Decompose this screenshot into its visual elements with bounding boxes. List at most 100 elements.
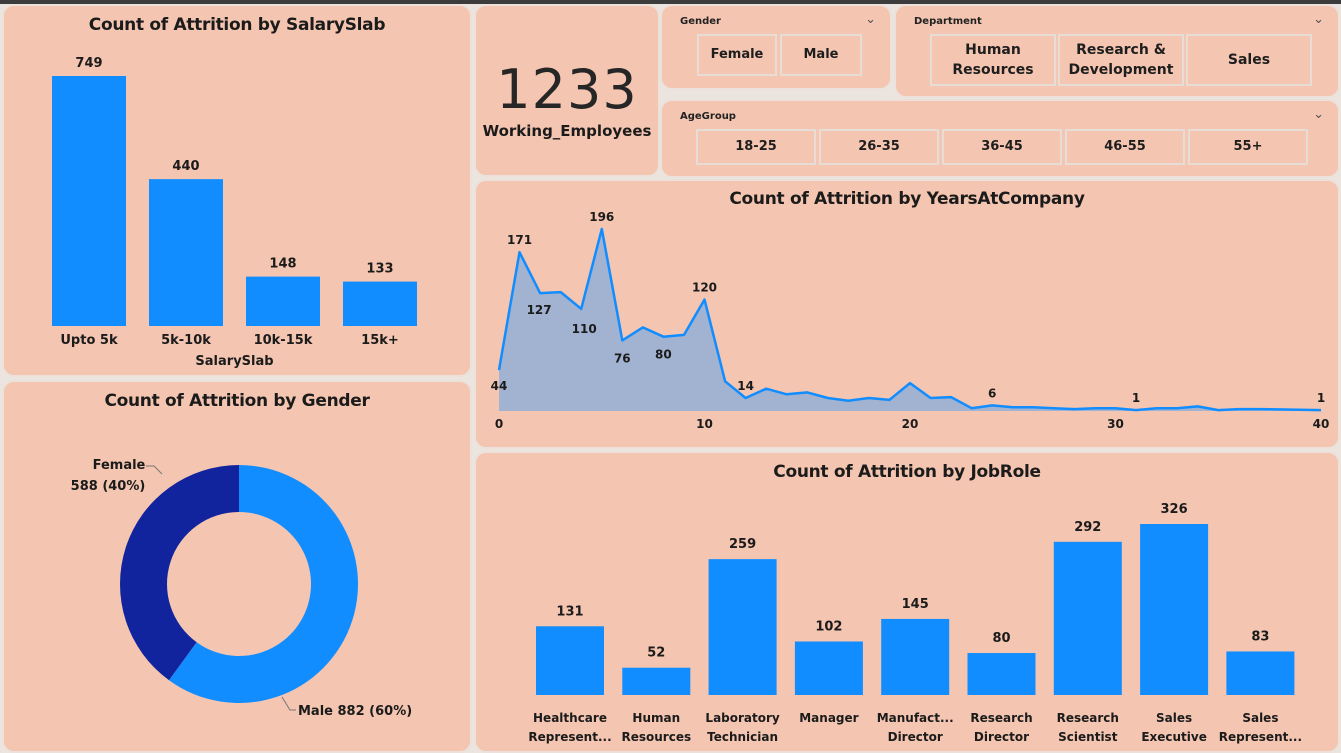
- jobrole-bar-chart: 131 Healthcare Represent... 52 Human Resource…: [528, 502, 1302, 744]
- years-chart-card[interactable]: Count of Attrition by YearsAtCompany 44 1…: [474, 179, 1340, 449]
- salaryslab-tick-label: Upto 5k: [60, 333, 118, 348]
- years-tick-label: 10: [696, 417, 713, 431]
- years-data-label: 80: [655, 348, 672, 362]
- salaryslab-tick-label: 15k+: [361, 333, 399, 348]
- years-tick-label: 0: [495, 417, 503, 431]
- jobrole-bar: [536, 626, 604, 695]
- years-data-label: 127: [527, 303, 552, 317]
- gender-donut-slice-female: [120, 465, 239, 681]
- gender-slicer-title: Gender: [680, 16, 721, 27]
- gender-leader-line-female: [146, 465, 163, 475]
- department-option-research-development[interactable]: Research & Development: [1058, 34, 1184, 86]
- years-tick-label: 40: [1313, 417, 1330, 431]
- agegroup-option-55-plus[interactable]: 55+: [1188, 129, 1308, 165]
- window-top-bar: [0, 0, 1341, 4]
- jobrole-tick-label-line1: Research: [970, 711, 1032, 725]
- jobrole-tick-label-line2: Director: [974, 730, 1029, 744]
- chevron-down-icon[interactable]: ⌄: [1313, 107, 1324, 122]
- jobrole-data-label: 131: [556, 604, 583, 619]
- jobrole-bar: [881, 618, 950, 695]
- jobrole-tick-label-line2: Scientist: [1058, 730, 1118, 744]
- agegroup-slicer: AgeGroup ⌄ 18-25 26-35 36-45 46-55 55+: [660, 99, 1340, 178]
- jobrole-tick-label-line1: Healthcare: [533, 711, 607, 725]
- chevron-down-icon[interactable]: ⌄: [1313, 12, 1324, 27]
- salaryslab-chart-title: Count of Attrition by SalarySlab: [88, 15, 386, 35]
- years-data-label: 171: [507, 233, 532, 247]
- jobrole-data-label: 80: [992, 631, 1010, 646]
- gender-chart-card[interactable]: Count of Attrition by Gender Female 588 (…: [2, 380, 472, 753]
- years-data-label: 76: [614, 351, 631, 365]
- jobrole-data-label: 145: [902, 597, 929, 612]
- jobrole-bar: [1226, 651, 1295, 695]
- gender-chart-title: Count of Attrition by Gender: [104, 391, 370, 411]
- jobrole-data-label: 102: [815, 619, 842, 634]
- gender-option-male[interactable]: Male: [780, 34, 862, 76]
- jobrole-tick-label-line1: Sales: [1242, 711, 1278, 725]
- salaryslab-tick-label: 5k-10k: [161, 333, 211, 348]
- gender-label-female-name: Female: [93, 458, 146, 473]
- years-data-label: 196: [589, 210, 614, 224]
- salaryslab-data-label: 133: [366, 262, 393, 277]
- agegroup-option-36-45[interactable]: 36-45: [942, 129, 1062, 165]
- salaryslab-bar: [52, 76, 126, 326]
- years-data-label: 6: [988, 386, 996, 400]
- agegroup-option-26-35[interactable]: 26-35: [819, 129, 939, 165]
- kpi-card: 1233 Working_Employees: [474, 4, 660, 177]
- salaryslab-data-label: 440: [172, 159, 199, 174]
- jobrole-tick-label-line2: Represent...: [528, 730, 611, 744]
- gender-donut-slice-male: [169, 465, 359, 703]
- years-chart-title: Count of Attrition by YearsAtCompany: [729, 189, 1085, 209]
- jobrole-bar: [794, 641, 863, 695]
- jobrole-data-label: 52: [647, 646, 665, 661]
- jobrole-bar: [708, 559, 777, 695]
- agegroup-option-18-25[interactable]: 18-25: [696, 129, 816, 165]
- jobrole-tick-label-line1: Laboratory: [705, 711, 779, 725]
- jobrole-tick-label-line2: Represent...: [1219, 730, 1302, 744]
- salaryslab-data-label: 749: [75, 56, 102, 71]
- jobrole-tick-label-line2: Executive: [1141, 730, 1207, 744]
- jobrole-tick-label-line1: Research: [1057, 711, 1119, 725]
- years-data-label: 44: [491, 379, 508, 393]
- gender-slicer: Gender ⌄ Female Male: [660, 4, 892, 90]
- jobrole-tick-label-line2: Technician: [707, 730, 778, 744]
- salaryslab-data-label: 148: [269, 257, 296, 272]
- salaryslab-chart-card[interactable]: Count of Attrition by SalarySlab 749 Upto…: [2, 4, 472, 377]
- jobrole-tick-label-line1: Sales: [1156, 711, 1192, 725]
- gender-label-female-value: 588 (40%): [71, 479, 146, 494]
- jobrole-data-label: 259: [729, 537, 756, 552]
- salaryslab-tick-label: 10k-15k: [254, 333, 313, 348]
- jobrole-data-label: 83: [1251, 629, 1269, 644]
- jobrole-tick-label-line1: Human: [632, 711, 680, 725]
- gender-donut-chart: Female 588 (40%) Male 882 (60%): [71, 458, 413, 719]
- chevron-down-icon[interactable]: ⌄: [865, 12, 876, 27]
- department-option-sales[interactable]: Sales: [1186, 34, 1312, 86]
- agegroup-slicer-title: AgeGroup: [680, 111, 736, 122]
- salaryslab-axis-label: SalarySlab: [195, 354, 273, 369]
- jobrole-tick-label-line2: Director: [888, 730, 943, 744]
- jobrole-bar: [1140, 524, 1209, 695]
- jobrole-bar: [622, 667, 691, 695]
- agegroup-option-46-55[interactable]: 46-55: [1065, 129, 1185, 165]
- jobrole-bar: [967, 653, 1036, 695]
- jobrole-tick-label-line1: Manager: [799, 711, 858, 725]
- salaryslab-bar-chart: 749 Upto 5k 440 5k-10k 148 10k-15k 133 15k+ Sala…: [52, 56, 417, 369]
- jobrole-data-label: 292: [1074, 520, 1101, 535]
- gender-leader-line-male: [281, 696, 296, 711]
- kpi-value: 1233: [496, 58, 638, 121]
- years-data-label: 14: [737, 379, 754, 393]
- jobrole-tick-label-line2: Resources: [621, 730, 691, 744]
- department-slicer-title: Department: [914, 16, 982, 27]
- jobrole-chart-card[interactable]: Count of Attrition by JobRole 131 Healthc…: [474, 451, 1340, 753]
- gender-label-male: Male 882 (60%): [298, 704, 412, 719]
- years-data-label: 1: [1317, 391, 1325, 405]
- department-option-human-resources[interactable]: Human Resources: [930, 34, 1056, 86]
- department-slicer: Department ⌄ Human Resources Research & …: [894, 4, 1340, 98]
- salaryslab-bar: [343, 281, 417, 326]
- salaryslab-bar: [149, 179, 223, 326]
- years-tick-label: 30: [1107, 417, 1124, 431]
- years-tick-label: 20: [902, 417, 919, 431]
- gender-option-female[interactable]: Female: [697, 34, 777, 76]
- years-series-line: [497, 227, 1322, 412]
- years-data-label: 120: [692, 281, 717, 295]
